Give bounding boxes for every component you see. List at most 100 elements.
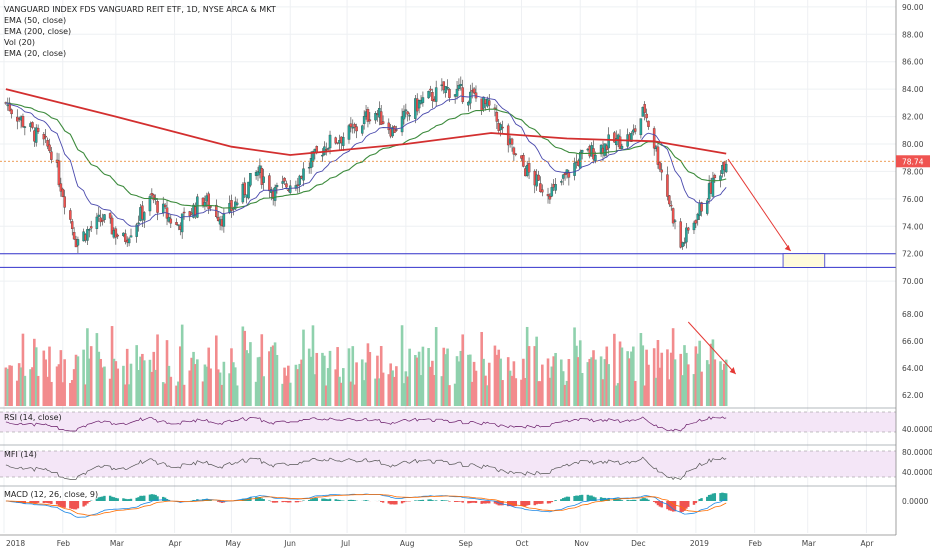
- candle-body: [368, 119, 372, 122]
- volume-bar: [324, 385, 328, 406]
- volume-bar: [698, 340, 701, 406]
- macd-histogram-bar: [16, 501, 19, 503]
- candle-body: [402, 110, 406, 120]
- candle-body: [446, 87, 449, 89]
- macd-histogram-bar: [156, 496, 159, 501]
- volume-bar: [103, 366, 106, 406]
- macd-line: [5, 493, 727, 518]
- volume-bar: [315, 352, 319, 406]
- volume-bar: [182, 384, 186, 406]
- volume-bar: [180, 324, 184, 406]
- volume-bar: [86, 328, 89, 406]
- volume-bar: [154, 369, 157, 406]
- candle-body: [328, 134, 332, 149]
- macd-histogram-bar: [148, 494, 152, 501]
- macd-histogram-bar: [666, 501, 669, 510]
- volume-bar: [472, 361, 476, 406]
- macd-histogram-bar: [620, 500, 624, 501]
- volume-bar: [241, 326, 245, 406]
- volume-bar: [592, 350, 595, 406]
- candle-body: [366, 109, 370, 122]
- candle-body: [387, 122, 391, 131]
- volume-bar: [55, 366, 59, 406]
- candle-body: [196, 196, 199, 218]
- candle-body: [99, 217, 102, 223]
- candle-body: [10, 109, 13, 115]
- price-tick-label: 78.00: [902, 167, 924, 176]
- volume-bar: [269, 346, 273, 406]
- volume-bar: [692, 374, 696, 406]
- volume-bar: [142, 360, 146, 406]
- macd-histogram-bar: [273, 501, 277, 503]
- candle-body: [163, 204, 167, 207]
- macd-histogram-bar: [565, 496, 569, 501]
- volume-bar: [245, 350, 248, 406]
- candle-body: [351, 126, 355, 129]
- candle-body: [326, 148, 330, 150]
- volume-bar: [681, 375, 684, 406]
- macd-histogram-bar: [440, 500, 444, 501]
- x-tick-label: 2019: [690, 539, 709, 548]
- candle-body: [103, 214, 106, 220]
- volume-tick-label: 66.00: [902, 337, 924, 346]
- volume-bar: [546, 358, 550, 406]
- candle-body: [89, 226, 93, 229]
- macd-histogram-bar: [285, 501, 288, 503]
- time-axis: 2018 Feb Mar Apr May Jun Jul Aug Sep Oct Nov Dec 201…: [6, 539, 874, 548]
- volume-bar: [567, 359, 571, 406]
- volume-bar: [527, 346, 531, 406]
- volume-bar: [647, 364, 650, 406]
- macd-histogram-bar: [588, 495, 591, 501]
- volume-bar: [228, 373, 231, 406]
- candle-body: [573, 162, 576, 176]
- volume-bar: [366, 343, 370, 406]
- candle-body: [342, 137, 345, 146]
- volume-bar: [607, 364, 610, 406]
- macd-histogram-bar: [220, 501, 224, 503]
- macd-histogram-bar: [296, 501, 300, 503]
- candle-body: [700, 202, 703, 212]
- volume-bar: [141, 353, 144, 406]
- volume-bar: [434, 327, 438, 406]
- candle-body: [150, 193, 154, 196]
- macd-histogram-bar: [59, 501, 63, 507]
- macd-histogram-bar: [419, 500, 423, 501]
- macd-histogram-bar: [389, 501, 392, 505]
- volume-bar: [148, 359, 152, 406]
- volume-bar: [554, 352, 557, 406]
- candle-body: [76, 239, 80, 246]
- volume-bar: [21, 333, 25, 406]
- macd-histogram-bar: [364, 500, 368, 501]
- macd-histogram-bar: [414, 500, 417, 501]
- candle-body: [311, 151, 315, 162]
- candle-body: [578, 151, 582, 169]
- macd-histogram-bar: [135, 497, 138, 501]
- volume-bar: [668, 379, 671, 406]
- volume-bar: [660, 352, 664, 406]
- volume-bar: [711, 339, 715, 406]
- price-tick-label: 76.00: [902, 195, 924, 204]
- candle-body: [48, 144, 51, 152]
- candle-body: [50, 151, 53, 160]
- candle-body: [594, 154, 597, 161]
- chart-grid: [0, 0, 896, 533]
- volume-bar: [323, 355, 326, 406]
- volume-bar: [281, 383, 284, 406]
- candle-body: [283, 177, 286, 182]
- macd-histogram-bar: [99, 496, 102, 501]
- volume-bar: [700, 371, 703, 406]
- macd-histogram-bar: [241, 498, 245, 501]
- support-lines: [0, 253, 896, 268]
- macd-histogram-bar: [340, 500, 343, 501]
- volume-bar: [116, 368, 120, 406]
- volume-bar: [724, 359, 728, 406]
- volume-bar: [414, 355, 417, 406]
- macd-histogram-bar: [393, 501, 396, 505]
- macd-histogram-bar: [110, 496, 114, 501]
- candle-body: [175, 222, 178, 225]
- macd-histogram-bar: [315, 498, 318, 501]
- macd-histogram-bar: [652, 501, 656, 502]
- volume-bar: [548, 377, 552, 406]
- volume-bar: [573, 327, 576, 406]
